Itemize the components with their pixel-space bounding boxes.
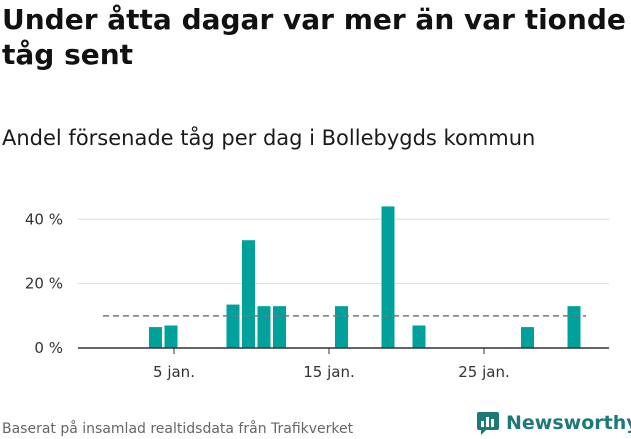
brand-logo: Newsworthy [476,408,631,438]
chart-title: Under åtta dagar var mer än var tionde t… [2,3,626,71]
y-tick-label: 40 % [25,210,63,228]
chart-subtitle: Andel försenade tåg per dag i Bollebygds… [2,126,536,150]
newsworthy-logo-icon [477,412,499,435]
brand-name: Newsworthy [506,412,631,434]
bar [257,306,271,348]
bar [226,304,240,348]
y-tick-label: 20 % [25,275,63,293]
bar [242,240,255,348]
x-tick-label: 25 jan. [458,363,510,381]
bar [412,325,426,348]
bar [164,325,178,348]
bar [149,327,162,348]
bar [381,206,395,348]
bar [567,306,581,348]
x-tick-label: 5 jan. [153,363,195,381]
y-tick-label: 0 % [34,339,63,357]
bar [521,327,534,348]
x-tick-label: 15 jan. [303,363,355,381]
source-note: Baserat på insamlad realtidsdata från Tr… [2,421,354,437]
bar [335,306,348,348]
bar [273,306,286,348]
